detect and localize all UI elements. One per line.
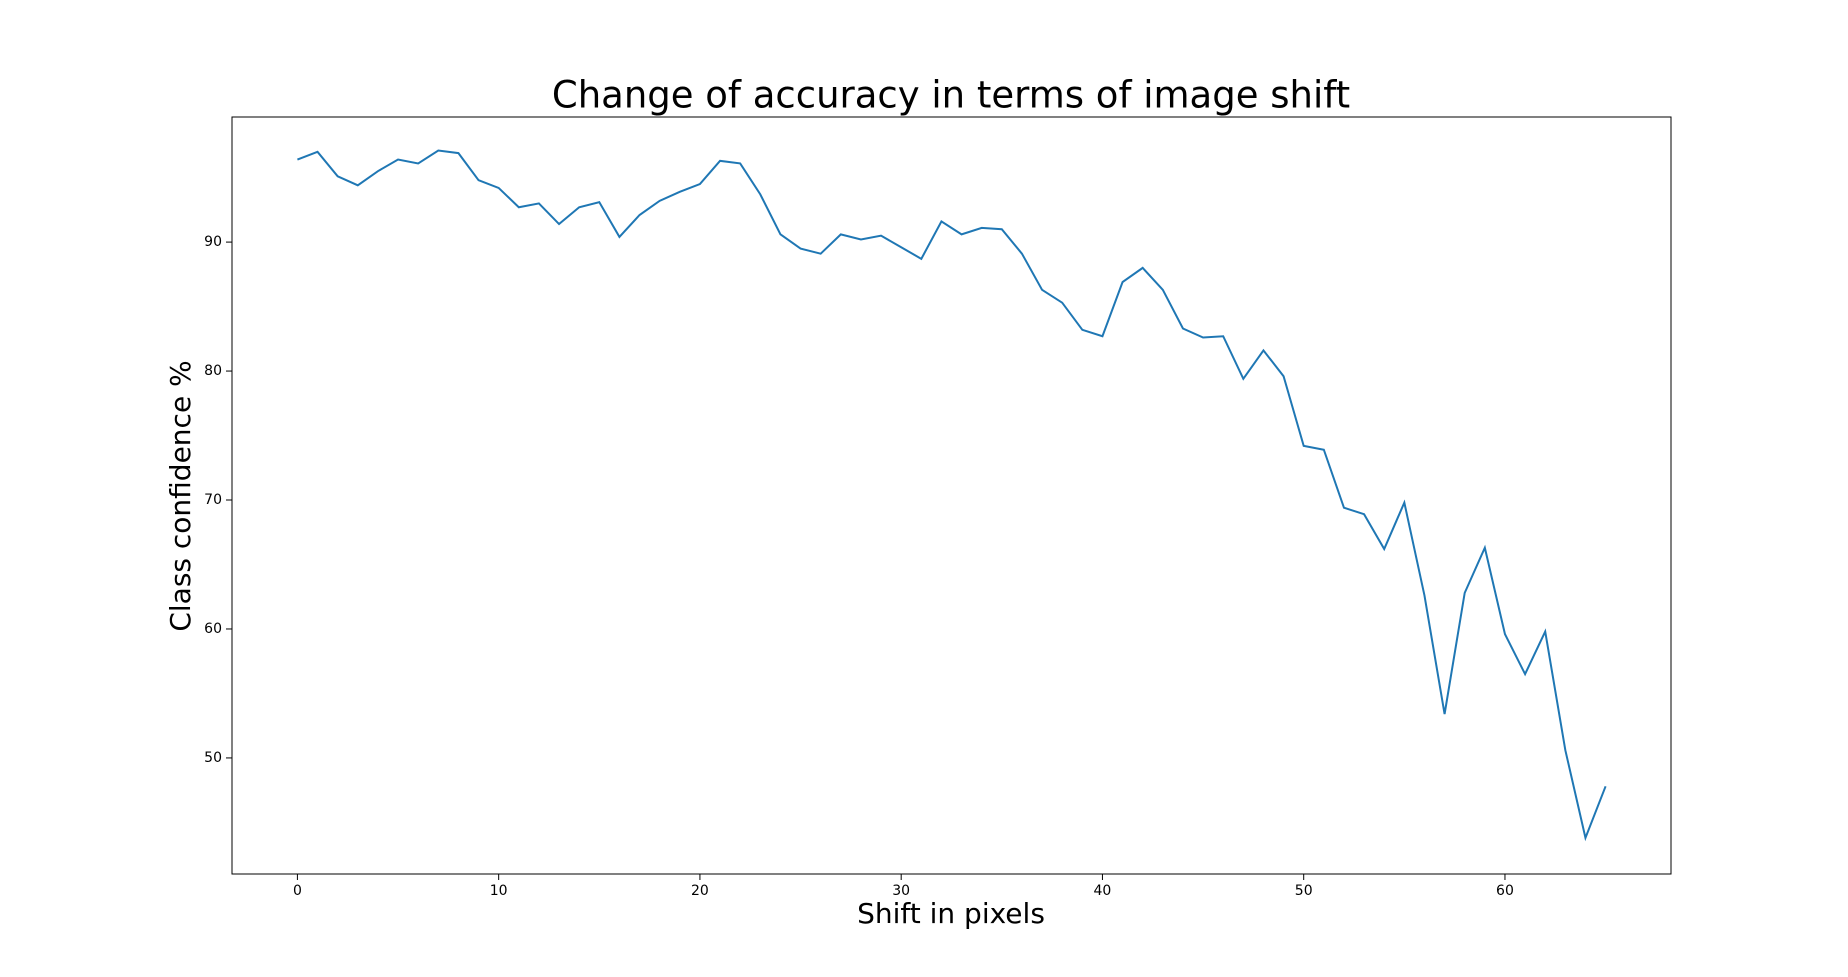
y-tick-label: 50 [204, 750, 222, 766]
y-tick-label: 90 [204, 234, 222, 250]
y-tick-label: 70 [204, 492, 222, 508]
x-tick-label: 30 [892, 883, 910, 899]
chart-title: Change of accuracy in terms of image shi… [552, 74, 1350, 117]
x-tick-label: 10 [490, 883, 508, 899]
plot-frame [231, 116, 1672, 875]
x-tick-label: 50 [1295, 883, 1313, 899]
x-tick-label: 20 [691, 883, 709, 899]
x-tick-label: 60 [1496, 883, 1514, 899]
x-tick-label: 0 [293, 883, 302, 899]
y-tick-label: 60 [204, 621, 222, 637]
x-tick-label: 40 [1094, 883, 1112, 899]
data-line [297, 149, 1607, 842]
x-axis-label: Shift in pixels [857, 897, 1045, 930]
y-tick-label: 80 [204, 363, 222, 379]
y-axis-label: Class confidence % [164, 360, 197, 631]
